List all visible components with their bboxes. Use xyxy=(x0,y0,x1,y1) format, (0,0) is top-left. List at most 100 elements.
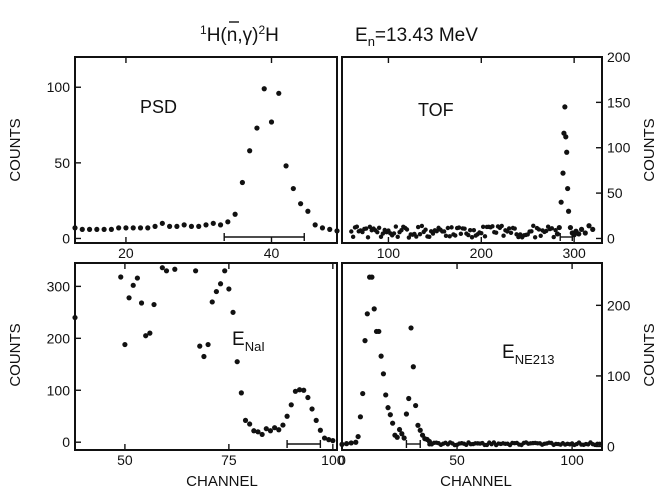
psd-data-point xyxy=(290,185,296,192)
e-ne213-data-point xyxy=(410,364,416,370)
e-nai-data-point xyxy=(172,266,178,272)
psd-x-tick-label: 20 xyxy=(118,245,134,261)
psd-data-point xyxy=(232,211,238,217)
e-ne213-data-point xyxy=(344,441,350,447)
panel-psd-plot: 20 40 0 50 100 xyxy=(47,57,340,261)
psd-data-point xyxy=(174,223,180,229)
e-ne213-data-point xyxy=(406,395,412,402)
tof-baseline-point xyxy=(466,232,471,238)
e-nai-data-point xyxy=(138,300,145,306)
panel-tof-plot: 100 200 300 0 50 100 150 200 xyxy=(349,49,631,261)
e-nai-data-point xyxy=(288,402,294,408)
e-ne213-data-point xyxy=(426,438,433,445)
e-nai-data-point xyxy=(284,413,290,419)
panel-tof: 100 200 300 0 50 100 150 200 TOF xyxy=(341,49,631,261)
xlabel-right: CHANNEL xyxy=(440,473,512,489)
panel-ene213-frame xyxy=(341,262,603,451)
panel-enai-frame xyxy=(74,262,338,451)
e-nai-data-point xyxy=(72,314,78,321)
e-nai-y-tick-label: 200 xyxy=(47,330,71,346)
tof-data-point xyxy=(590,226,596,232)
e-nai-data-point xyxy=(230,309,236,315)
e-nai-data-point xyxy=(126,295,132,301)
psd-data-point xyxy=(203,222,209,228)
psd-data-point xyxy=(181,222,187,228)
e-ne213-data-point xyxy=(385,405,391,411)
e-ne213-data-point xyxy=(378,353,384,359)
chart-title-energy: En=13.43 MeV xyxy=(355,25,478,49)
psd-data-point xyxy=(79,226,85,232)
tof-baseline-point xyxy=(378,234,384,239)
tof-data-point xyxy=(560,170,566,176)
tof-baseline-point xyxy=(479,231,484,236)
tof-baseline-point xyxy=(456,225,462,230)
panel-psd: 20 40 0 50 100 PSD xyxy=(47,56,340,261)
e-nai-data-point xyxy=(301,387,307,393)
tof-baseline-point xyxy=(553,227,558,233)
title-part-c: H xyxy=(265,25,279,46)
psd-data-point xyxy=(327,226,333,232)
tof-baseline-point xyxy=(380,231,386,236)
e-nai-data-point xyxy=(213,288,219,295)
tof-y-tick-label: 0 xyxy=(607,230,615,246)
tof-baseline-point xyxy=(443,233,449,239)
e-nai-data-point xyxy=(193,268,199,274)
tof-baseline-point xyxy=(538,233,543,238)
e-nai-data-point xyxy=(217,281,224,287)
tof-baseline-point xyxy=(376,225,382,231)
tof-baseline-point xyxy=(350,234,356,240)
e-nai-y-tick-label: 300 xyxy=(47,278,71,294)
tof-baseline-point xyxy=(427,234,432,239)
e-nai-data-point xyxy=(292,388,299,394)
tof-baseline-point xyxy=(467,228,473,233)
panel-ene213: 0 50 100 0 100 200 ENE213 xyxy=(338,262,631,468)
psd-data-point xyxy=(101,226,107,232)
tof-y-tick-label: 50 xyxy=(607,185,623,201)
e-nai-data-point xyxy=(118,274,124,280)
e-nai-data-point xyxy=(255,429,261,435)
e-nai-data-point xyxy=(234,359,240,365)
ylabel-left-top: COUNTS xyxy=(7,118,24,181)
ylabel-left-bottom: COUNTS xyxy=(7,323,24,386)
title-sup2: 2 xyxy=(258,23,265,37)
psd-y-tick-label: 100 xyxy=(47,79,71,95)
ylabel-right-top: COUNTS xyxy=(641,118,658,181)
panel-enai-label-main: E xyxy=(232,329,245,350)
e-ne213-data-point xyxy=(353,439,359,445)
psd-data-point xyxy=(312,222,318,228)
tof-baseline-point xyxy=(493,230,499,235)
tof-data-point xyxy=(578,226,585,232)
tof-baseline-point xyxy=(349,229,354,234)
e-ne213-data-point xyxy=(396,426,403,433)
tof-baseline-point xyxy=(469,235,475,240)
psd-data-point xyxy=(276,90,282,96)
tof-baseline-point xyxy=(544,228,549,234)
e-nai-data-point xyxy=(201,353,207,360)
tof-baseline-point xyxy=(499,223,504,229)
e-nai-x-tick-label: 50 xyxy=(117,452,133,468)
e-nai-data-point xyxy=(147,330,153,336)
tof-baseline-point xyxy=(551,234,556,240)
e-nai-data-point xyxy=(151,301,157,308)
e-ne213-data-point xyxy=(380,371,387,377)
e-ne213-data-point xyxy=(348,440,354,446)
e-nai-data-point xyxy=(309,406,315,412)
e-nai-data-point xyxy=(209,299,215,305)
tof-baseline-point xyxy=(391,231,397,236)
e-ne213-y-tick-label: 0 xyxy=(607,438,615,454)
ylabel-right-bottom: COUNTS xyxy=(641,323,658,386)
tof-baseline-point xyxy=(395,234,400,240)
tof-baseline-point xyxy=(453,233,458,238)
panel-tof-label: TOF xyxy=(418,100,454,120)
tof-baseline-point xyxy=(363,226,369,231)
tof-baseline-point xyxy=(365,235,371,240)
xlabel-left: CHANNEL xyxy=(186,473,258,489)
panel-enai-label-sub: NaI xyxy=(245,339,265,354)
e-ne213-data-point xyxy=(369,274,375,280)
title-energy-sub: n xyxy=(368,34,375,49)
e-ne213-data-point xyxy=(360,390,366,397)
title-part-b: ,γ) xyxy=(237,25,258,46)
